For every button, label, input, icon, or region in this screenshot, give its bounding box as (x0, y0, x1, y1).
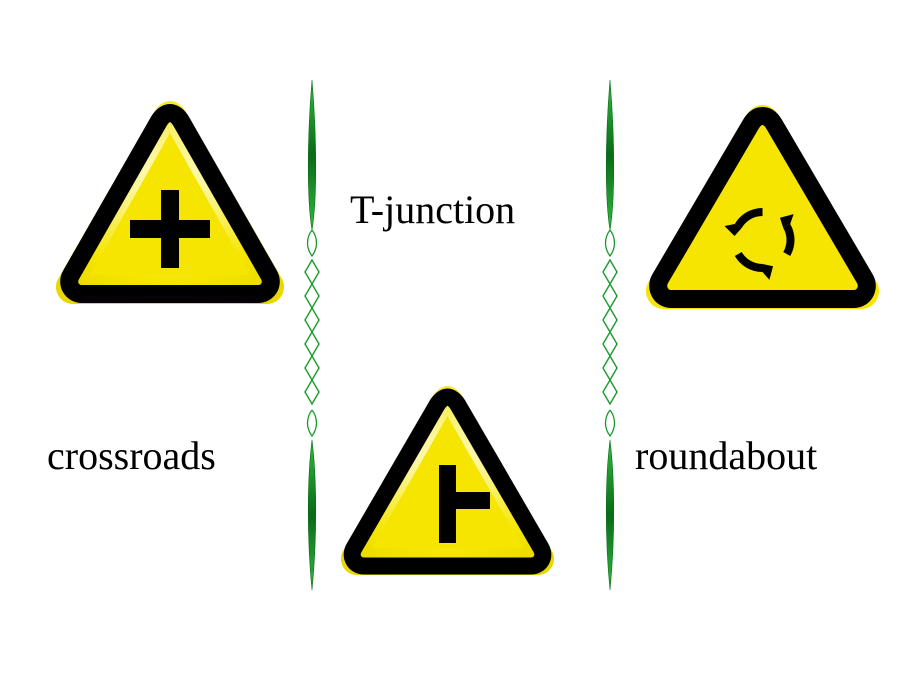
ornamental-divider-right (598, 80, 622, 595)
roundabout-sign (640, 100, 885, 320)
t-junction-label: T-junction (350, 186, 515, 233)
ornamental-divider-left (300, 80, 324, 595)
t-junction-sign (335, 380, 560, 585)
slide-canvas: T-junction crossroads roundabout (0, 0, 920, 690)
roundabout-label: roundabout (635, 432, 817, 479)
crossroads-sign (50, 95, 290, 315)
crossroads-label: crossroads (47, 432, 216, 479)
